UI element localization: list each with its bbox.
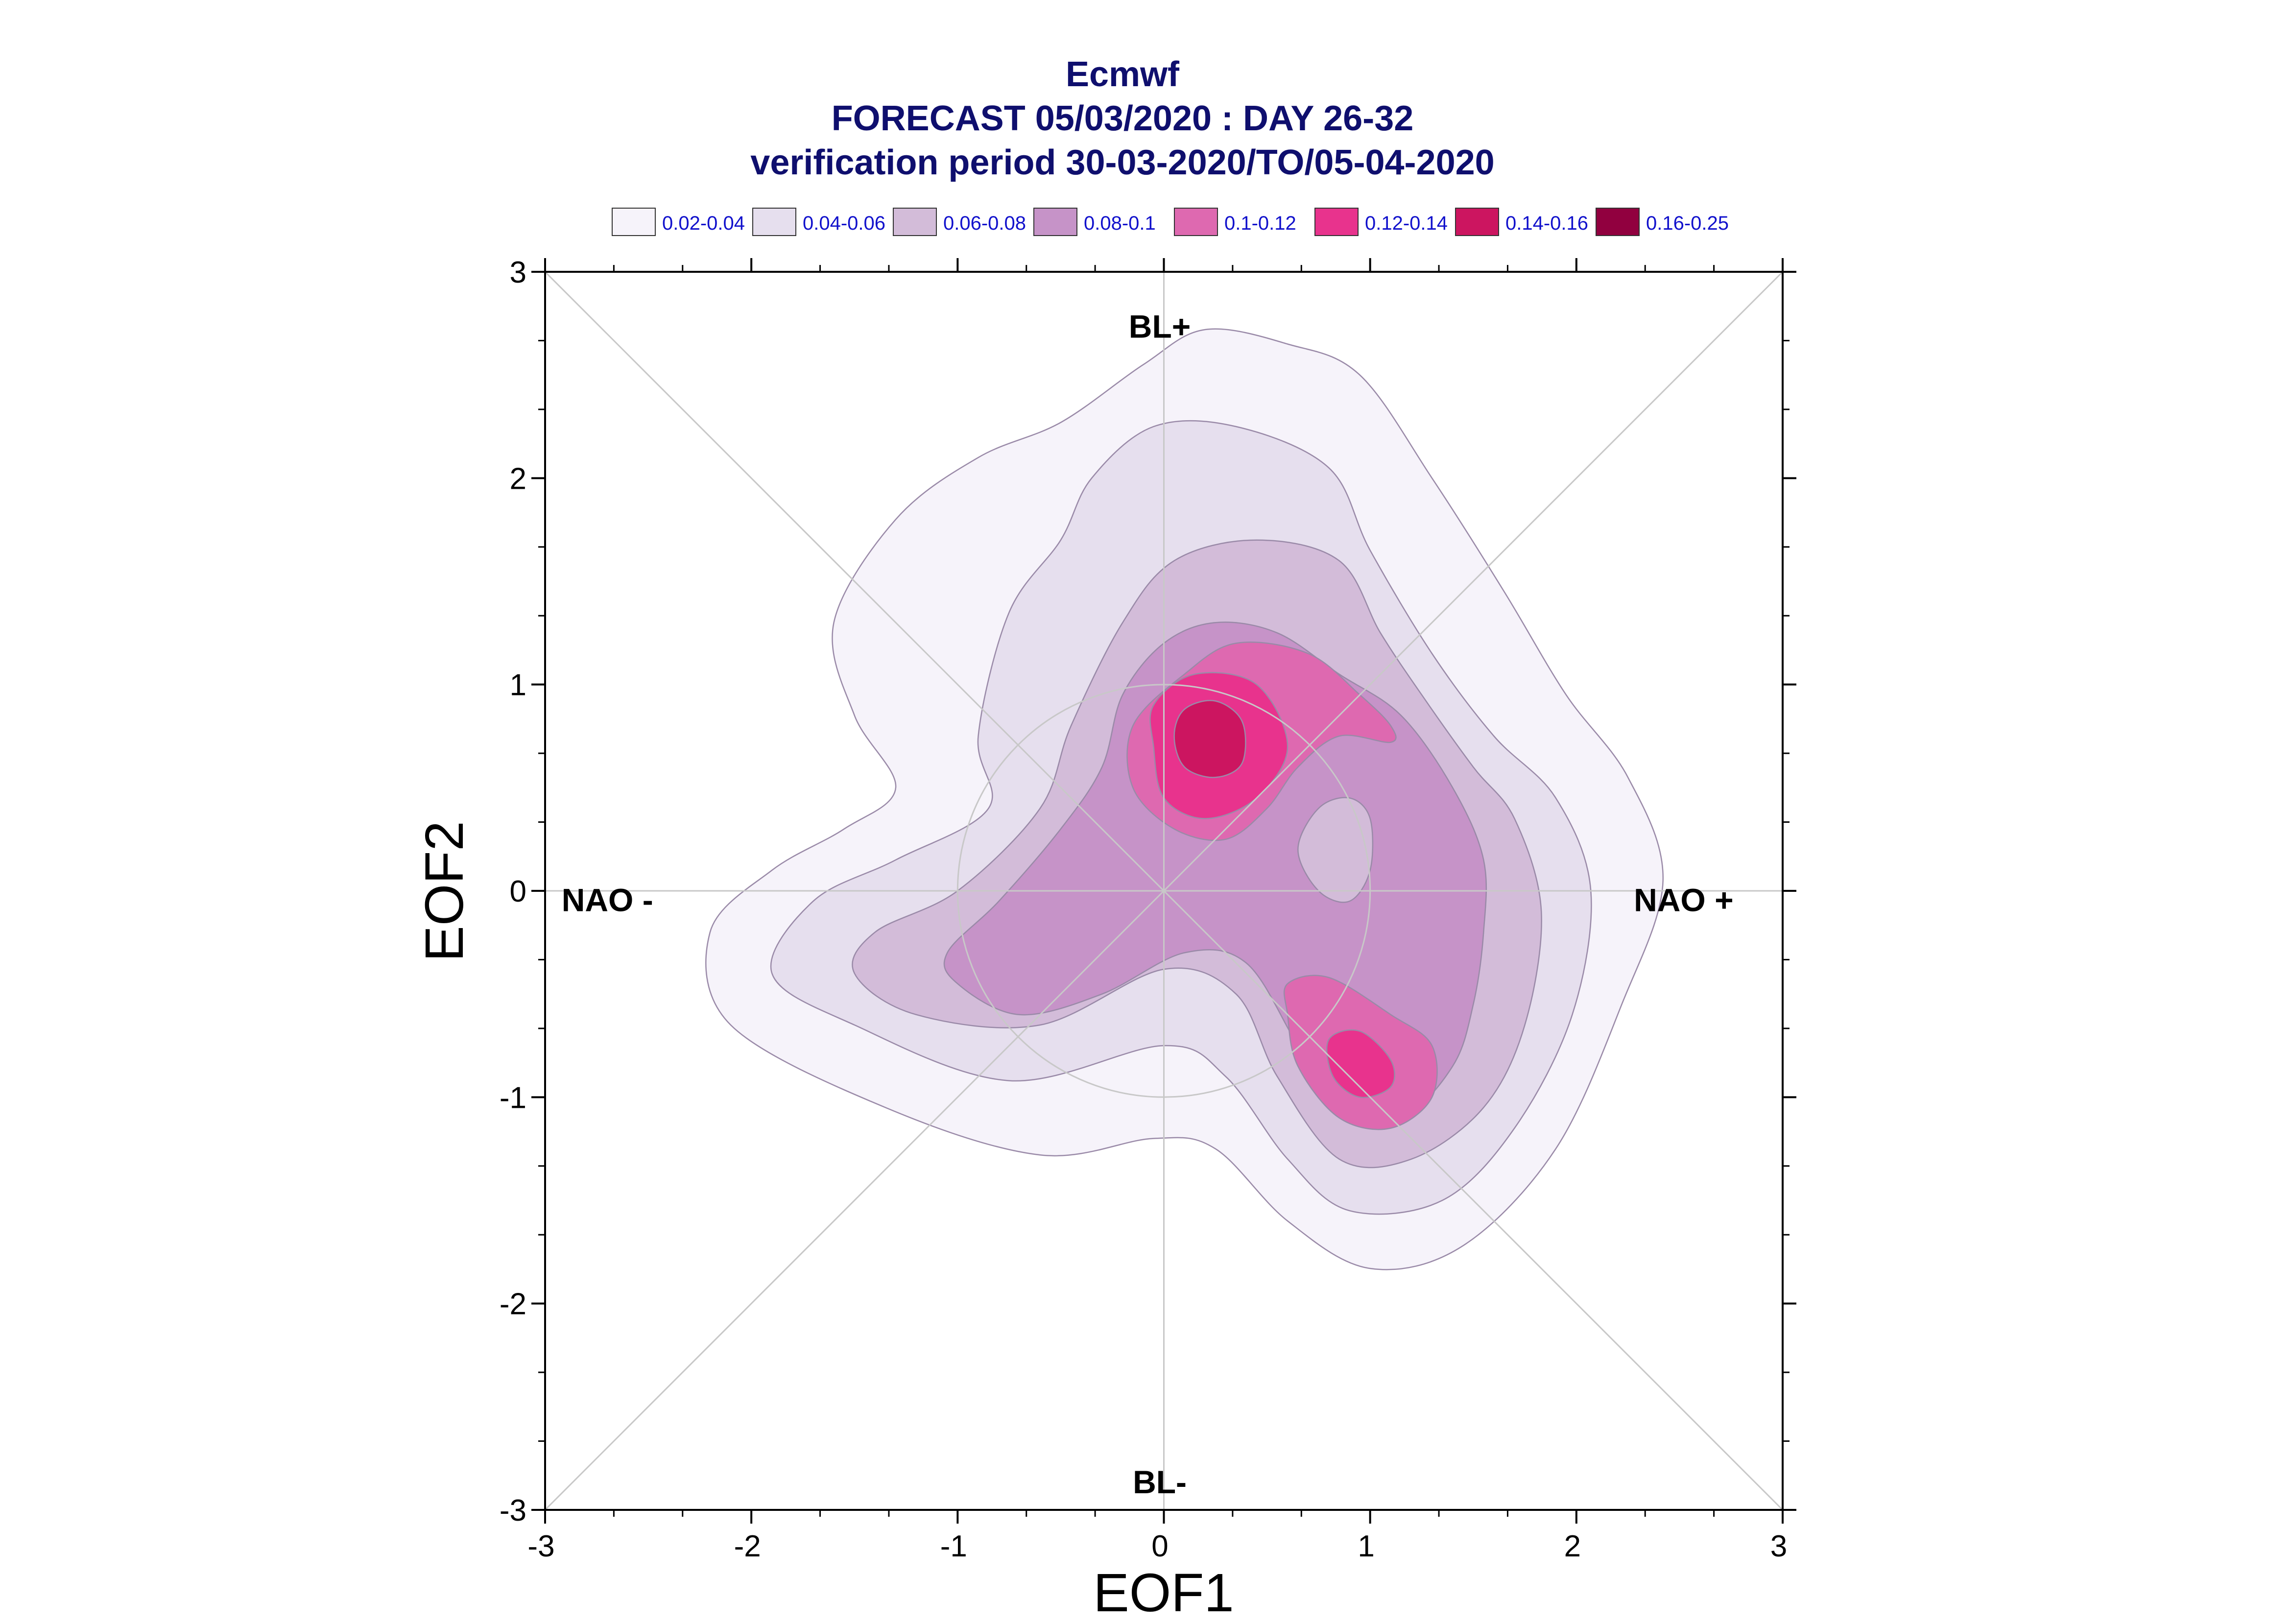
x-tick-label: 3	[1770, 1529, 1787, 1563]
y-tick-label: 2	[510, 462, 526, 496]
legend-label-0.12-0.14: 0.12-0.14	[1365, 213, 1448, 234]
legend-swatch-0.16-0.25	[1596, 208, 1640, 236]
legend-label-0.14-0.16: 0.14-0.16	[1505, 213, 1588, 234]
legend-label-0.16-0.25: 0.16-0.25	[1646, 213, 1729, 234]
plot-area: BL+ BL- NAO - NAO +	[544, 271, 1784, 1511]
y-tick-label: -3	[500, 1494, 526, 1528]
y-tick-label: 0	[510, 875, 526, 908]
chart-title-line-1: Ecmwf	[1066, 55, 1180, 94]
legend-label-0.02-0.04: 0.02-0.04	[662, 213, 745, 234]
regime-label-top: BL+	[1129, 308, 1191, 344]
chart-title-line-2: FORECAST 05/03/2020 : DAY 26-32	[832, 99, 1414, 138]
y-axis-label: EOF2	[414, 821, 475, 961]
axes: -3 -2 -1 0 1 2 3 -3 -2 -1 0 1 2 3	[500, 256, 1796, 1563]
density-contour-hole	[1297, 797, 1374, 903]
regime-label-left: NAO -	[562, 882, 653, 918]
y-tick-label: -1	[500, 1081, 526, 1115]
y-tick-label: 1	[510, 669, 526, 702]
legend-swatch-0.04-0.06	[752, 208, 796, 236]
x-tick-label: -3	[527, 1529, 554, 1563]
legend-swatch-0.1-0.12	[1174, 208, 1218, 236]
legend-swatch-0.12-0.14	[1314, 208, 1359, 236]
x-tick-label: 2	[1564, 1529, 1581, 1563]
legend-swatch-0.06-0.08	[893, 208, 937, 236]
y-tick-label: -2	[500, 1288, 526, 1321]
x-tick-label: -2	[734, 1529, 761, 1563]
legend-label-0.1-0.12: 0.1-0.12	[1224, 213, 1296, 234]
density-contour-0.12-0.14-1	[1326, 1029, 1395, 1099]
legend-label-0.04-0.06: 0.04-0.06	[803, 213, 885, 234]
diagonal-line-2	[544, 271, 1784, 1511]
y-tick-label: 3	[510, 256, 526, 289]
legend-label-0.08-0.1: 0.08-0.1	[1084, 213, 1156, 234]
chart-title-block: Ecmwf FORECAST 05/03/2020 : DAY 26-32 ve…	[750, 55, 1494, 182]
legend-label-0.06-0.08: 0.06-0.08	[943, 213, 1026, 234]
x-tick-label: 1	[1358, 1529, 1374, 1563]
legend: 0.02-0.04 0.04-0.06 0.06-0.08 0.08-0.1 0.1-0…	[612, 208, 1729, 236]
x-tick-label: -1	[940, 1529, 967, 1563]
x-axis-label: EOF1	[1093, 1563, 1234, 1622]
x-tick-label: 0	[1151, 1529, 1168, 1563]
legend-swatch-0.08-0.1	[1033, 208, 1077, 236]
regime-label-right: NAO +	[1634, 882, 1734, 918]
regime-label-bottom: BL-	[1133, 1464, 1187, 1500]
legend-swatch-0.14-0.16	[1455, 208, 1499, 236]
density-contour-0.14-0.16-0	[1173, 700, 1246, 778]
chart-title-line-3: verification period 30-03-2020/TO/05-04-…	[750, 143, 1494, 182]
unit-circle	[956, 684, 1371, 1098]
legend-swatch-0.02-0.04	[612, 208, 656, 236]
